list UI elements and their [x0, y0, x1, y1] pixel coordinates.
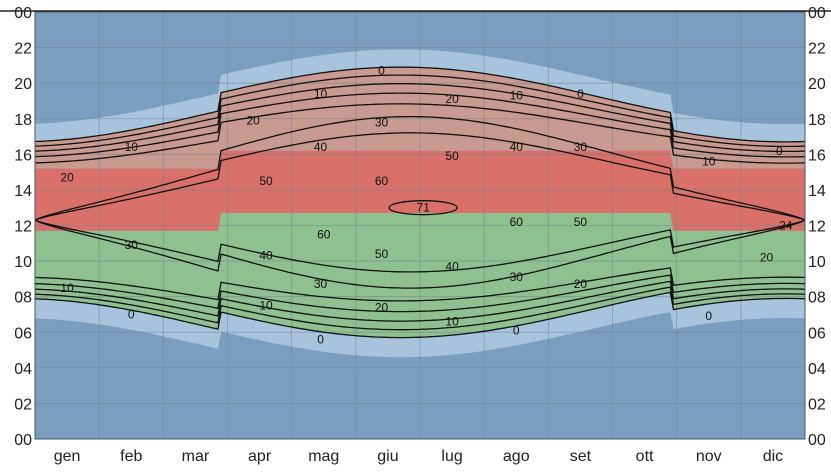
contour-label: 10	[510, 89, 524, 103]
contour-label: 10	[259, 299, 273, 313]
contour-40-morning	[35, 267, 805, 302]
contour-label: 30	[574, 140, 588, 154]
contour-label: 50	[574, 215, 588, 229]
y-tick-label-right: 14	[808, 183, 826, 200]
y-tick-label-right: 06	[808, 325, 826, 342]
dusk-twilight-band	[35, 49, 805, 142]
contour-71	[388, 200, 458, 216]
day-length-annotation: 24	[779, 219, 793, 233]
y-tick-label-right: 18	[808, 112, 826, 129]
y-axis-right: 00 02 04 06 08 10 12 14 16 18 20 22 00	[808, 5, 826, 449]
contour-30-afternoon	[35, 92, 805, 158]
y-tick-label-right: 08	[808, 290, 826, 307]
contour-20-afternoon	[35, 82, 805, 153]
y-tick-label-left: 02	[14, 396, 32, 413]
y-tick-label-right: 16	[808, 147, 826, 164]
y-tick-label-left: 10	[14, 254, 32, 271]
month-label-mag: mag	[308, 448, 339, 465]
contour-label: 20	[60, 170, 74, 184]
month-label-nov: nov	[696, 448, 722, 465]
contour-label: 60	[510, 215, 524, 229]
y-tick-label-left: 06	[14, 325, 32, 342]
contour-10-morning	[35, 286, 805, 331]
month-label-lug: lug	[441, 448, 462, 465]
y-tick-label-left: 18	[14, 112, 32, 129]
contour-label: 30	[510, 270, 524, 284]
y-tick-label-left: 00	[14, 5, 32, 22]
month-label-dic: dic	[763, 448, 783, 465]
contour-label: 40	[510, 140, 524, 154]
contour-label: 20	[574, 277, 588, 291]
contour-label: 0	[378, 64, 385, 78]
contour-label: 0	[705, 309, 712, 323]
contour-60	[35, 132, 805, 273]
contour-50	[35, 115, 805, 289]
contour-label: 40	[445, 259, 459, 273]
contour-label: 30	[125, 238, 139, 252]
y-tick-label-left: 16	[14, 147, 32, 164]
contour-label: 30	[375, 115, 389, 129]
month-label-set: set	[570, 448, 592, 465]
contour-label: 10	[125, 140, 139, 154]
contour-label: 71	[417, 201, 431, 215]
y-tick-label-right: 22	[808, 41, 826, 58]
y-tick-label-right: 00	[808, 5, 826, 22]
y-tick-label-left: 08	[14, 290, 32, 307]
elevation-contours	[35, 66, 805, 339]
month-label-giu: giu	[377, 448, 398, 465]
y-tick-label-right: 00	[808, 432, 826, 449]
contour-label: 10	[445, 315, 459, 329]
contour-label: 0	[513, 323, 520, 337]
contour-label: 10	[60, 281, 74, 295]
contour-label: 20	[760, 251, 774, 265]
contour-label: 30	[314, 277, 328, 291]
y-tick-label-left: 14	[14, 183, 32, 200]
contour-label: 50	[259, 174, 273, 188]
contour-label: 20	[375, 300, 389, 314]
contour-10-afternoon	[35, 74, 805, 148]
month-label-apr: apr	[248, 448, 272, 465]
contour-label: 60	[375, 174, 389, 188]
month-label-gen: gen	[54, 448, 81, 465]
y-axis-left: 00 02 04 06 08 10 12 14 16 18 20 22 00	[14, 5, 32, 449]
month-label-ott: ott	[636, 448, 654, 465]
y-tick-label-left: 20	[14, 76, 32, 93]
contour-label: 0	[776, 144, 783, 158]
contour-labels: 71 60 60 60 50 50 50 50 40 40 40 40 30 30 30 30 30 20 20 20…	[60, 64, 783, 347]
contour-label: 40	[314, 140, 328, 154]
month-label-mar: mar	[182, 448, 210, 465]
y-tick-label-left: 04	[14, 361, 32, 378]
contour-label: 0	[317, 332, 324, 346]
x-axis: gen feb mar apr mag giu lug ago set ott nov dic	[54, 448, 783, 465]
y-tick-label-left: 22	[14, 41, 32, 58]
contour-label: 50	[375, 247, 389, 261]
y-tick-label-right: 04	[808, 361, 826, 378]
contour-30-morning	[35, 274, 805, 313]
contour-label: 60	[317, 227, 331, 241]
month-label-ago: ago	[503, 448, 530, 465]
contour-0-morning	[35, 291, 805, 339]
contour-label: 40	[259, 249, 273, 263]
contour-20-morning	[35, 280, 805, 322]
y-tick-label-right: 20	[808, 76, 826, 93]
contour-40-afternoon	[35, 103, 805, 164]
contour-label: 0	[128, 307, 135, 321]
contour-label: 0	[577, 87, 584, 101]
y-tick-label-left: 12	[14, 219, 32, 236]
contour-0-afternoon	[35, 66, 805, 143]
y-tick-label-left: 00	[14, 432, 32, 449]
y-tick-label-right: 10	[808, 254, 826, 271]
contour-label: 10	[314, 87, 328, 101]
contour-label: 50	[445, 149, 459, 163]
contour-label: 10	[702, 154, 716, 168]
plot-border	[34, 11, 806, 440]
contour-label: 20	[445, 92, 459, 106]
contour-label: 20	[246, 114, 260, 128]
y-tick-label-right: 12	[808, 219, 826, 236]
y-tick-label-right: 02	[808, 396, 826, 413]
month-label-feb: feb	[120, 448, 142, 465]
gridlines	[35, 12, 805, 439]
